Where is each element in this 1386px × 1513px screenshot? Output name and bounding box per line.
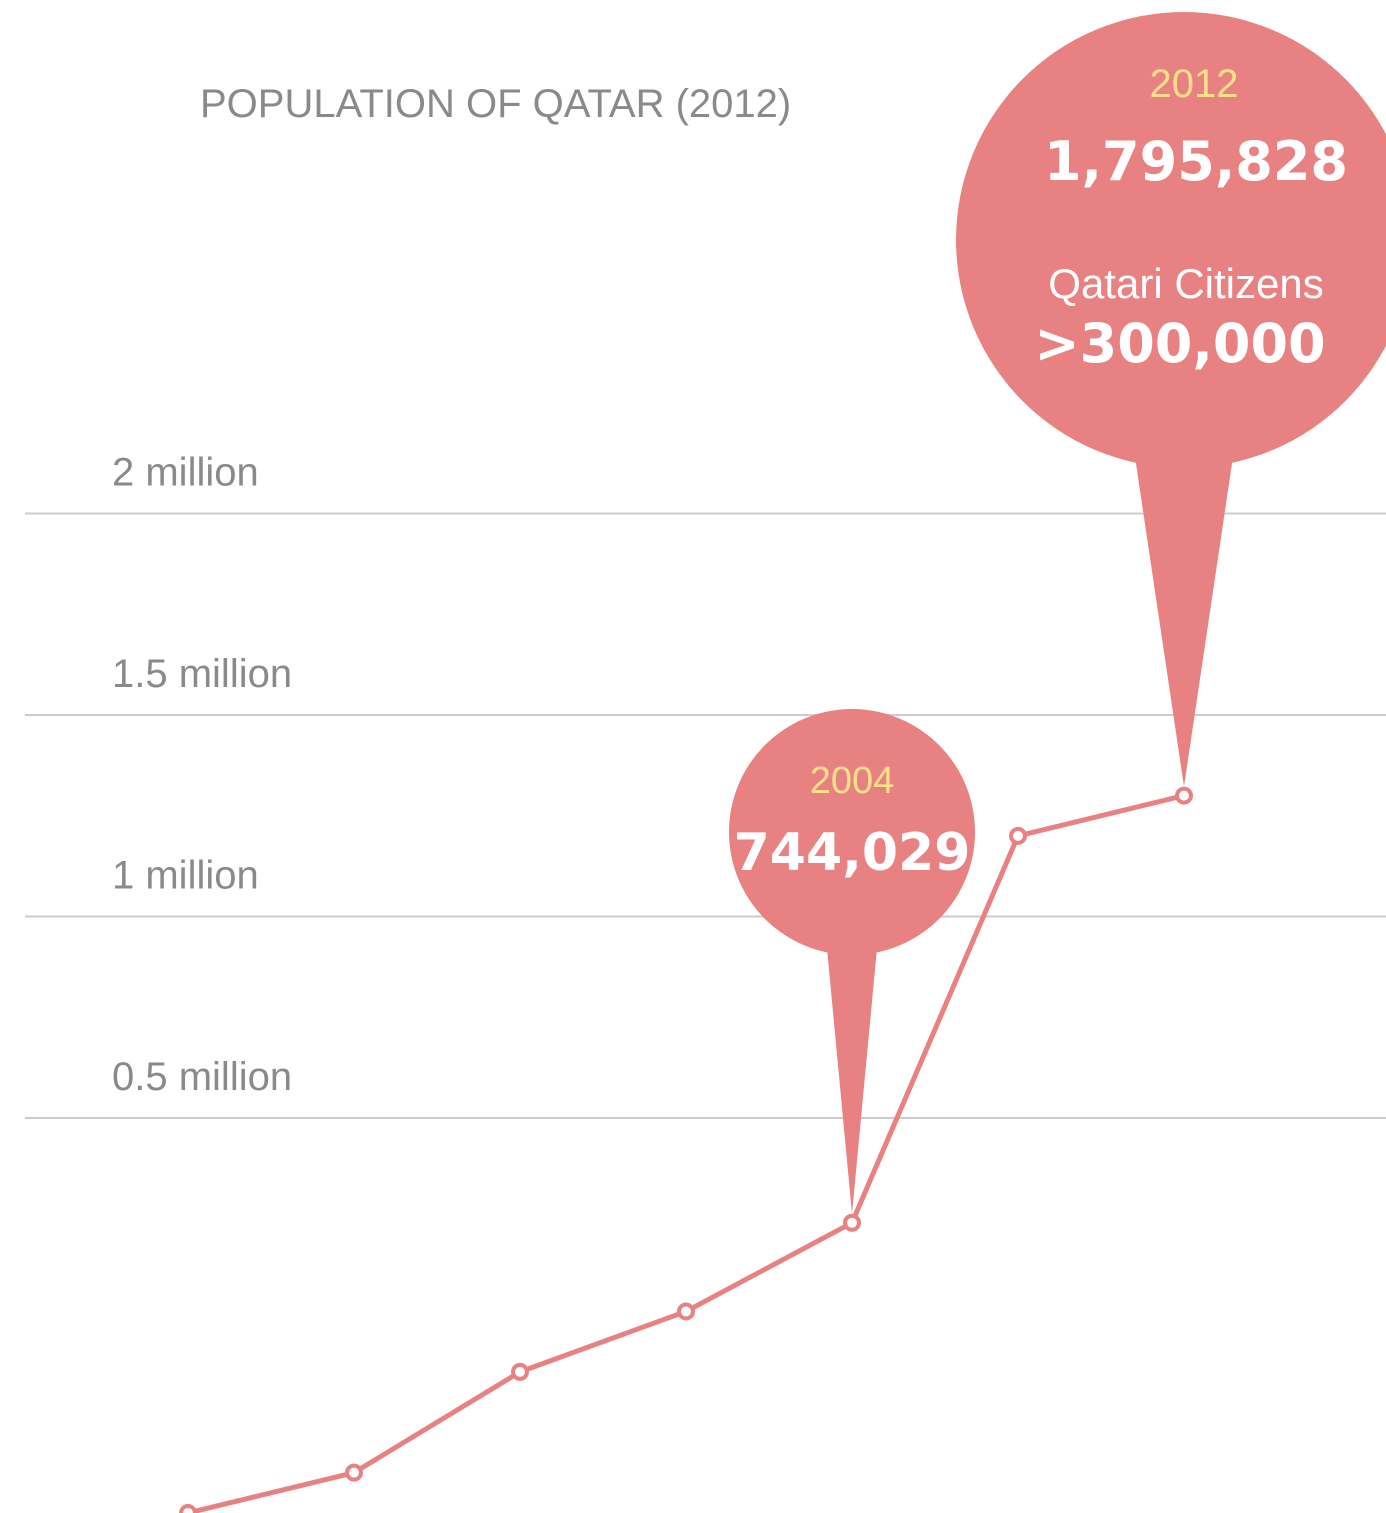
data-point [1175, 786, 1193, 805]
callout-pointer [824, 916, 880, 1214]
callout-bubble [729, 709, 975, 955]
callout-2012: 2012 1,795,828 Qatari Citizens >300,000 [956, 12, 1386, 787]
series-line-path [185, 793, 1187, 1513]
callout-2004: 2004 744,029 [729, 709, 975, 1214]
callout-year-label: 2004 [810, 760, 895, 802]
data-point [1009, 826, 1027, 845]
series-line [185, 793, 1187, 1513]
callout-sublabel: Qatari Citizens [1048, 260, 1323, 307]
callout-value-label: 744,029 [734, 823, 971, 883]
callout-pointer [1132, 436, 1236, 787]
y-tick-label: 1 million [112, 854, 259, 898]
data-point [677, 1302, 695, 1321]
data-points [179, 786, 1193, 1513]
callout-bubble [956, 12, 1386, 468]
data-point [511, 1362, 529, 1381]
callout-value-label: 1,795,828 [1044, 130, 1348, 193]
callouts: 2004 744,029 2012 1,795,828 Qatari Citizens >… [729, 12, 1386, 1214]
y-tick-label: 0.5 million [112, 1055, 292, 1099]
data-point [179, 1503, 197, 1513]
chart-title: POPULATION OF QATAR (2012) [200, 82, 791, 126]
callout-subvalue: >300,000 [1034, 312, 1325, 375]
data-point [843, 1213, 861, 1232]
y-tick-label: 2 million [112, 451, 259, 495]
data-point [345, 1463, 363, 1482]
y-tick-label: 1.5 million [112, 652, 292, 696]
callout-year-label: 2012 [1150, 62, 1239, 106]
y-axis-tick-labels: 0.5 million 1 million 1.5 million 2 million [112, 451, 292, 1100]
